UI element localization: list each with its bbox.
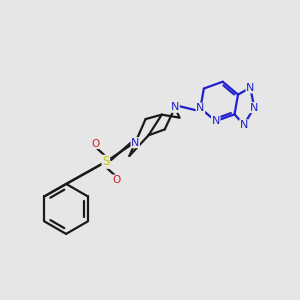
Text: N: N	[196, 103, 205, 113]
Text: N: N	[240, 120, 248, 130]
Text: N: N	[250, 103, 258, 112]
Text: N: N	[131, 138, 140, 148]
Text: N: N	[246, 83, 254, 93]
Text: N: N	[212, 116, 220, 126]
Text: O: O	[112, 175, 120, 185]
Text: O: O	[92, 139, 100, 148]
Text: S: S	[102, 155, 110, 168]
Text: N: N	[171, 102, 179, 112]
